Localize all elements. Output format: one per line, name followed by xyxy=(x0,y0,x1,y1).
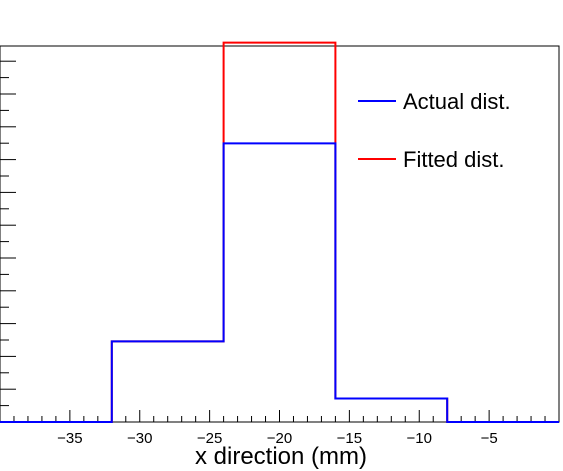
series-layer xyxy=(0,41,559,423)
x-axis-title: x direction (mm) xyxy=(195,443,367,470)
x-tick-label: −5 xyxy=(481,430,498,447)
legend-label: Actual dist. xyxy=(403,89,511,114)
legend-label: Fitted dist. xyxy=(403,147,504,172)
x-tick-label: −15 xyxy=(337,430,362,447)
x-axis-ticks: −35 −30 −25 −20 −15 −10 −5 xyxy=(13,410,546,447)
x-tick-label: −10 xyxy=(407,430,432,447)
x-tick-label: −20 xyxy=(267,430,292,447)
histogram-series-0 xyxy=(0,142,559,423)
x-tick-label: −35 xyxy=(57,430,82,447)
x-tick-label: −30 xyxy=(127,430,152,447)
x-tick-label: −25 xyxy=(197,430,222,447)
y-axis-ticks xyxy=(0,60,16,423)
legend: Actual dist. Fitted dist. xyxy=(358,89,511,172)
